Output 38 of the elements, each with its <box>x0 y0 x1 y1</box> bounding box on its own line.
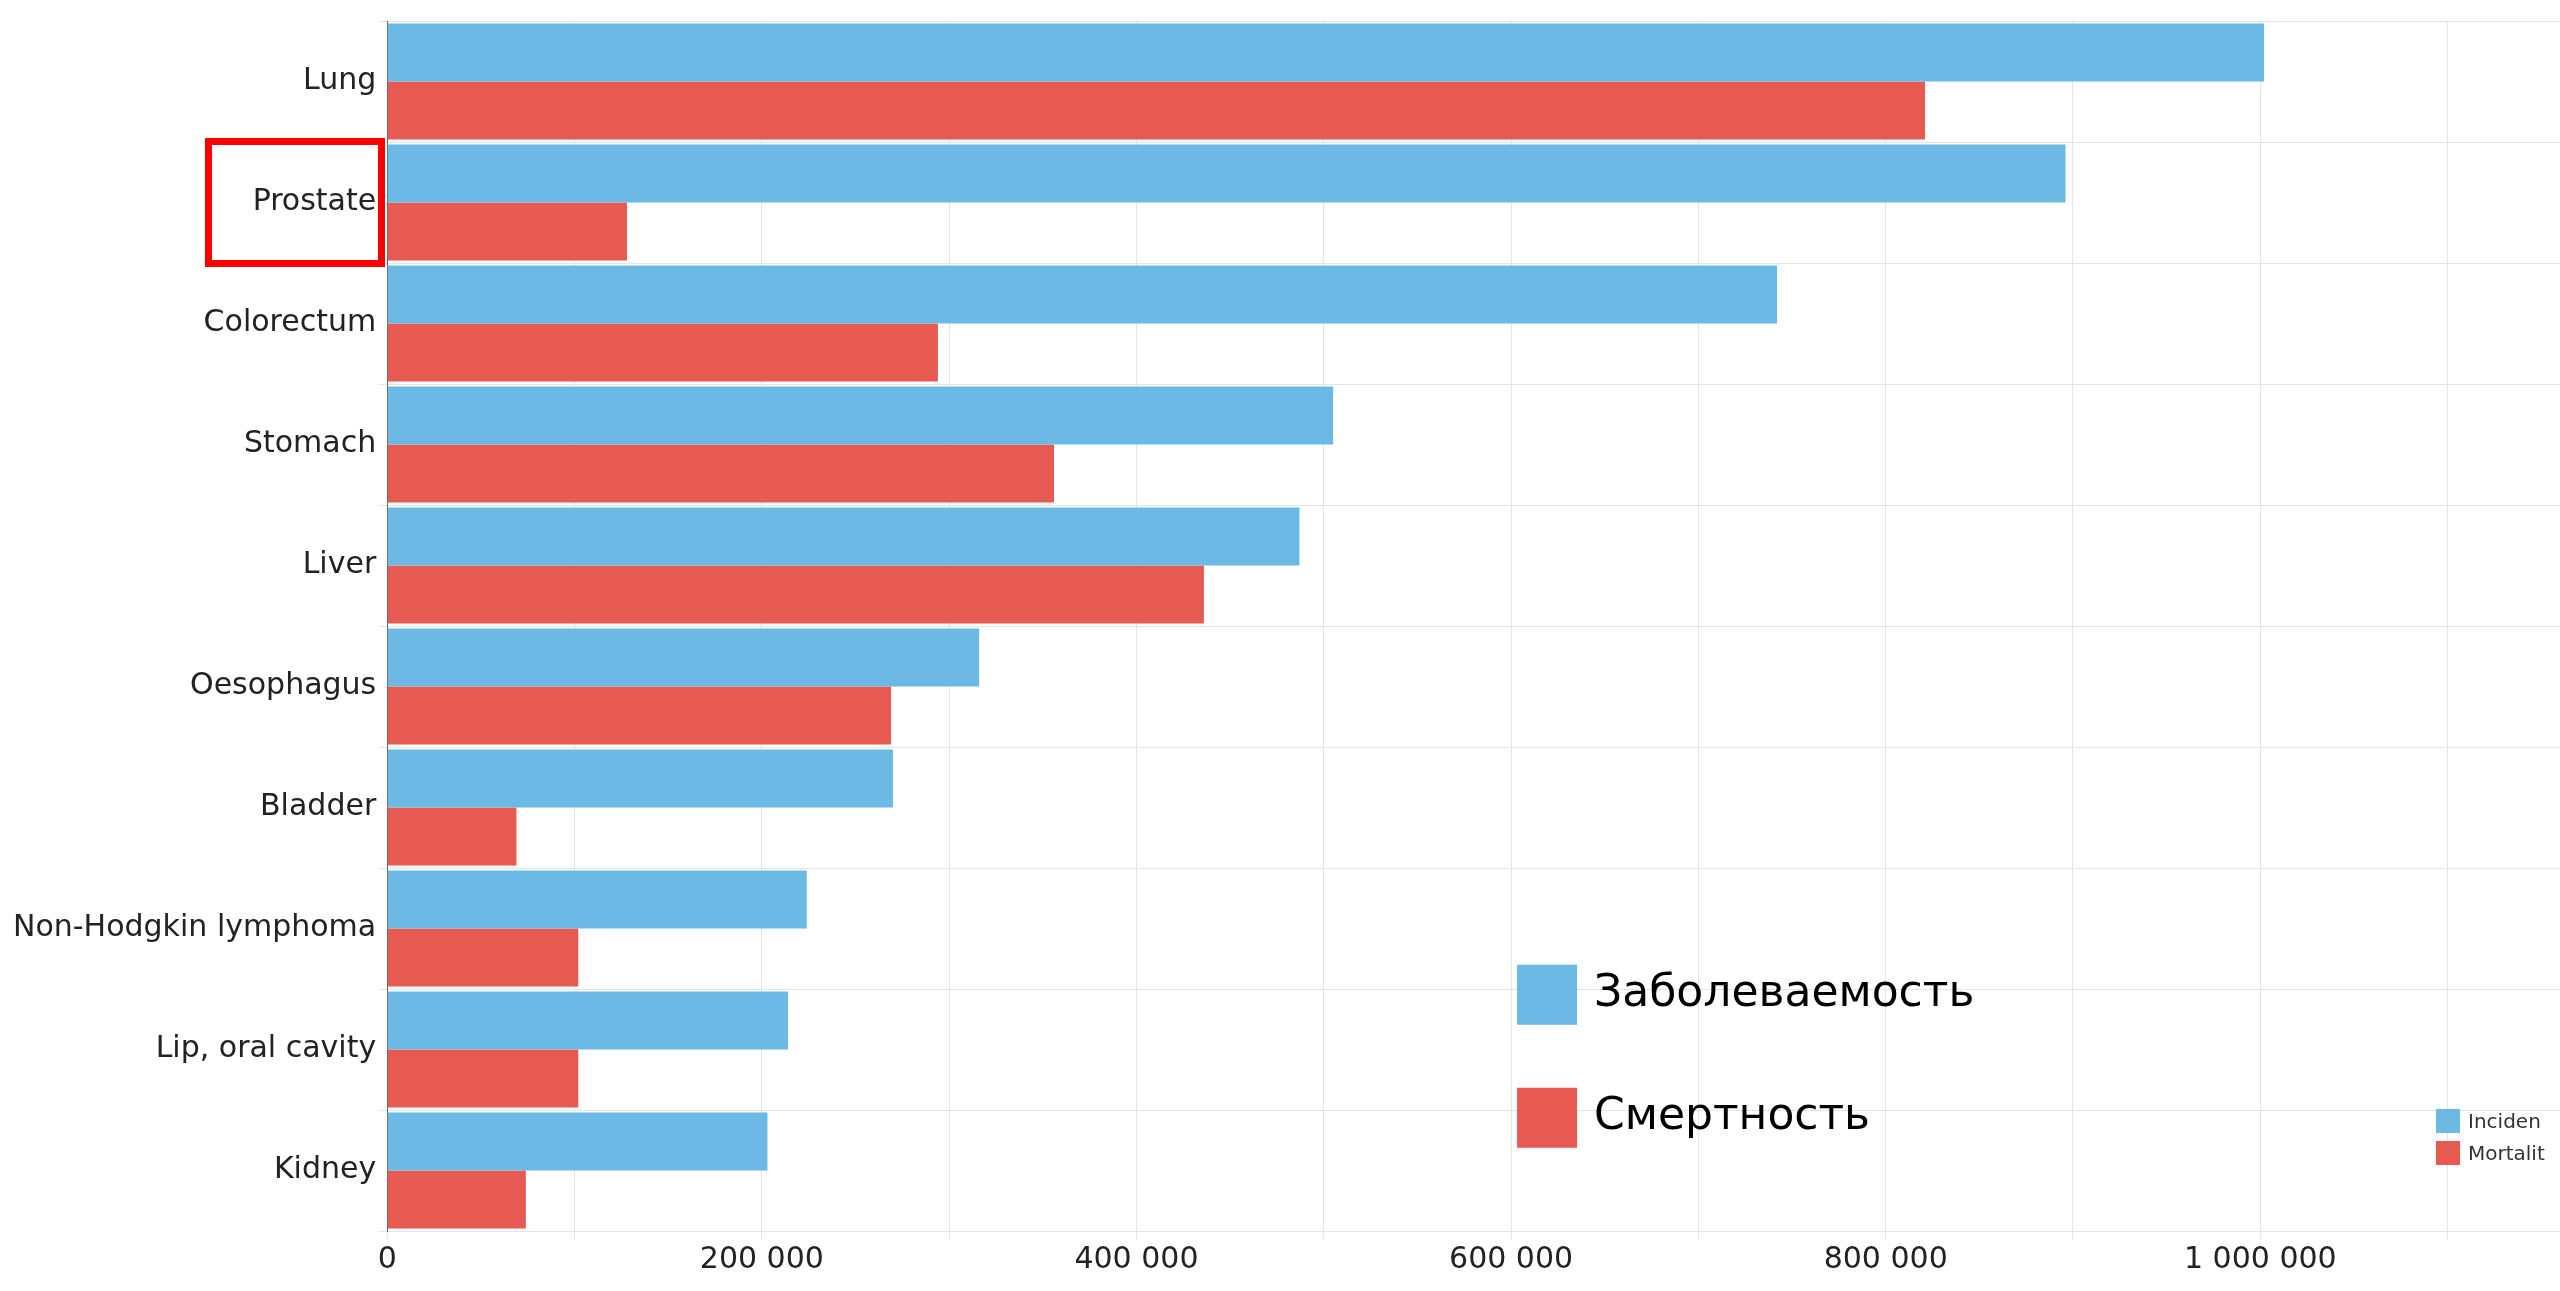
bar <box>387 928 579 987</box>
x-tick-label: 200 000 <box>699 1239 824 1275</box>
annotation: Mortalit <box>2468 1141 2545 1165</box>
x-tick-label: 400 000 <box>1074 1239 1199 1275</box>
bar <box>387 1049 579 1108</box>
x-tick-label: 0 <box>377 1239 397 1275</box>
bar <box>387 23 2265 82</box>
bar <box>387 749 893 808</box>
bar <box>387 323 938 382</box>
x-tick-label: 800 000 <box>1823 1239 1948 1275</box>
legend-label: Заболеваемость <box>1594 965 1975 1017</box>
bar <box>387 807 517 866</box>
bar <box>387 1112 768 1171</box>
y-tick-label: Lip, oral cavity <box>155 1029 377 1065</box>
bar <box>387 265 1778 324</box>
annotation: Inciden <box>2468 1109 2541 1133</box>
bar <box>387 507 1300 566</box>
bar <box>387 686 892 745</box>
y-tick-label: Stomach <box>243 424 377 460</box>
legend-label: Смертность <box>1594 1088 1871 1140</box>
y-tick-label: Lung <box>302 61 377 97</box>
x-tick-label: 1 000 000 <box>2183 1239 2337 1275</box>
bar <box>387 1170 526 1229</box>
x-tick-label: 600 000 <box>1449 1239 1574 1275</box>
bar <box>387 386 1334 445</box>
y-tick-label: Colorectum <box>203 303 377 339</box>
bar <box>387 444 1055 503</box>
y-tick-label: Liver <box>302 545 377 581</box>
y-tick-label: Kidney <box>273 1150 377 1186</box>
bar <box>387 565 1204 624</box>
y-tick-label: Non-Hodgkin lymphoma <box>12 908 377 944</box>
y-tick-label: Oesophagus <box>190 666 377 702</box>
y-tick-label: Bladder <box>260 787 377 823</box>
bar <box>387 870 807 929</box>
bar <box>387 628 980 687</box>
bar <box>387 81 1926 140</box>
y-tick-label: Prostate <box>252 182 377 218</box>
bar <box>387 991 789 1050</box>
